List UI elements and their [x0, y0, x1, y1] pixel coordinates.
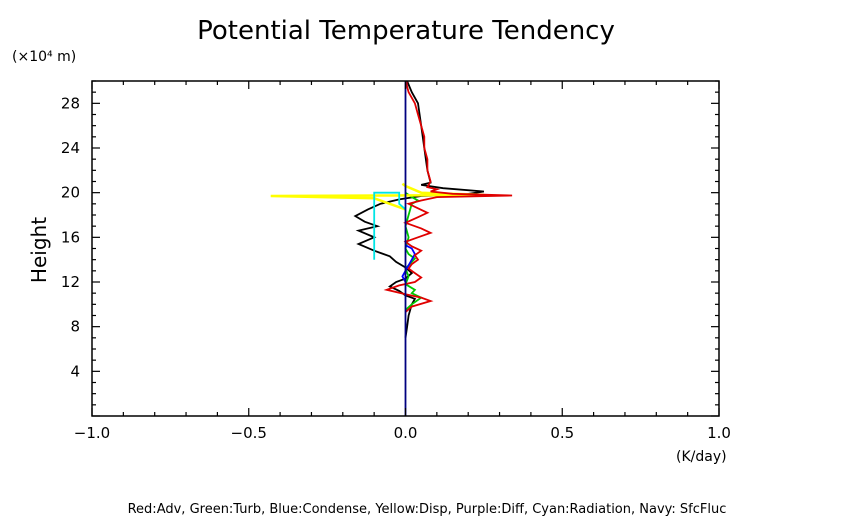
y-tick-label: 28	[61, 94, 80, 112]
plot-frame	[91, 80, 720, 417]
y-tick-label: 8	[70, 318, 80, 336]
y-tick-label: 4	[70, 362, 80, 380]
x-unit-label: (K/day)	[676, 449, 727, 465]
x-tick-label: −0.5	[231, 424, 267, 442]
series-line-2	[401, 244, 416, 283]
x-tick-label: 0.0	[394, 424, 418, 442]
x-tick-label: 1.0	[707, 424, 731, 442]
x-tick-label: 0.5	[550, 424, 574, 442]
y-unit-label: (×10⁴ m)	[12, 49, 76, 65]
series-line-4	[373, 191, 407, 260]
y-tick-label: 20	[61, 184, 80, 202]
y-tick-label: 12	[61, 273, 80, 291]
x-tick-label: −1.0	[74, 424, 110, 442]
y-tick-label: 16	[61, 228, 80, 246]
legend-text: Red:Adv, Green:Turb, Blue:Condense, Yell…	[128, 502, 727, 517]
series-line-3	[270, 182, 484, 211]
chart-title: Potential Temperature Tendency	[197, 16, 615, 46]
series-layer	[270, 80, 513, 416]
y-axis-label: Height	[27, 217, 51, 283]
y-tick-label: 24	[61, 139, 80, 157]
series-line-5	[383, 80, 513, 313]
